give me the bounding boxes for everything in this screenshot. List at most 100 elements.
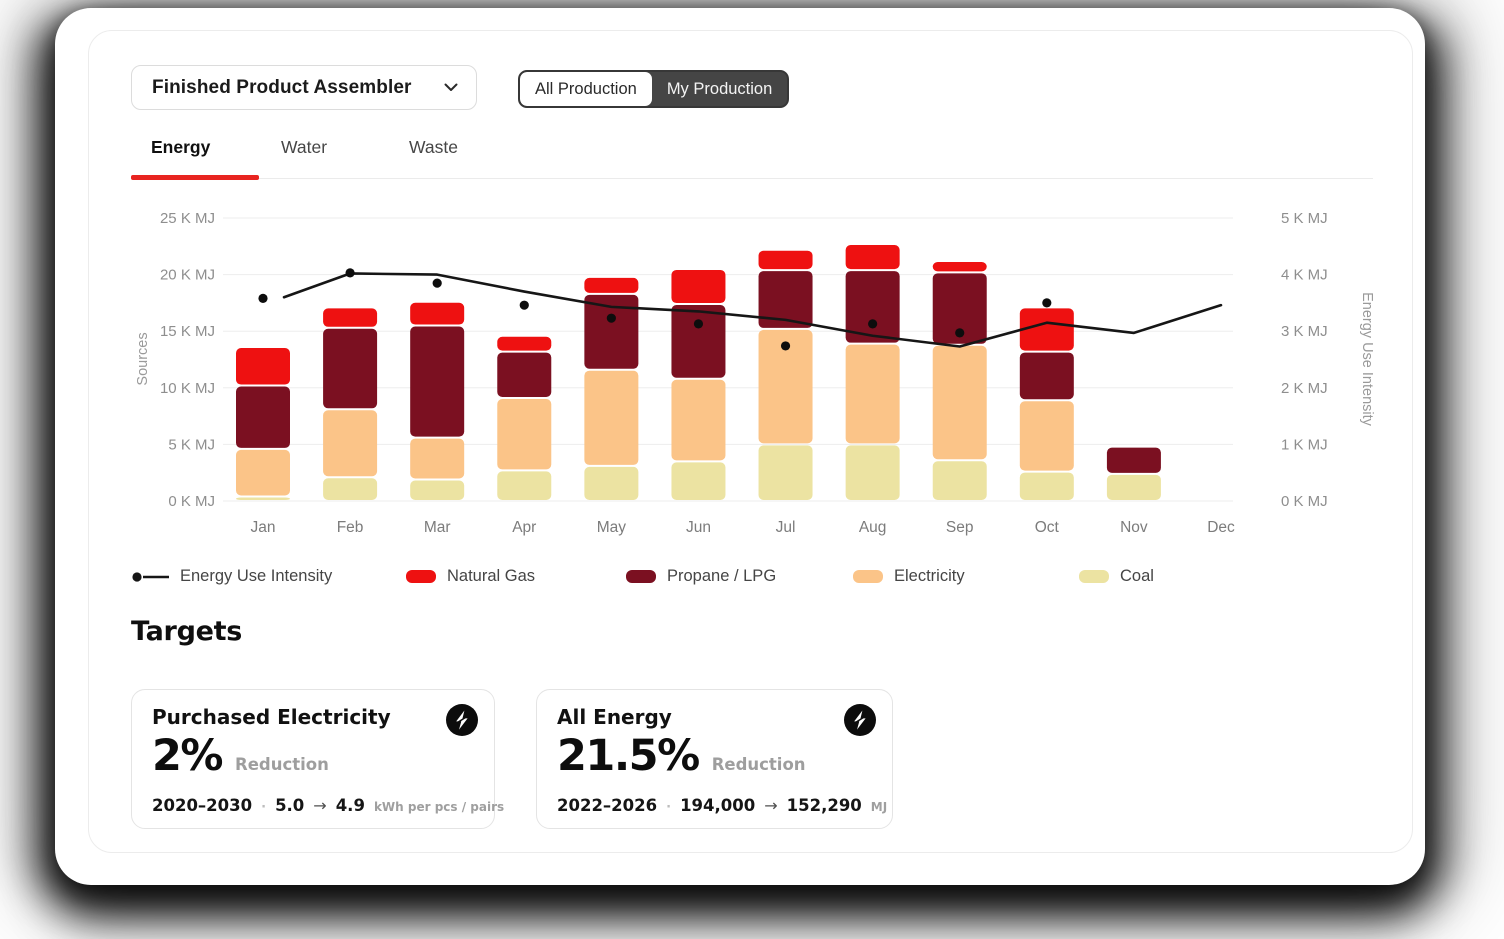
bar-segment-coal[interactable] bbox=[584, 466, 639, 500]
dot-separator: · bbox=[666, 800, 672, 815]
x-tick-label: Sep bbox=[946, 519, 974, 536]
bar-segment-electricity[interactable] bbox=[323, 410, 378, 477]
legend-item-natural-gas[interactable]: Natural Gas bbox=[406, 567, 535, 586]
lightning-icon bbox=[446, 704, 478, 736]
y-tick-label-right: 1 K MJ bbox=[1281, 436, 1328, 453]
energy-use-intensity-dot[interactable] bbox=[693, 319, 704, 329]
energy-use-intensity-dot[interactable] bbox=[432, 278, 442, 288]
legend-label: Energy Use Intensity bbox=[180, 567, 333, 585]
y-tick-label-right: 0 K MJ bbox=[1281, 493, 1328, 510]
y-tick-label-left: 15 K MJ bbox=[160, 323, 215, 340]
energy-use-intensity-dot[interactable] bbox=[868, 319, 878, 329]
color-swatch bbox=[626, 570, 656, 583]
x-tick-label: Jan bbox=[251, 519, 276, 536]
bar-segment-coal[interactable] bbox=[236, 497, 290, 500]
energy-use-intensity-line bbox=[282, 272, 1223, 348]
bar-segment-electricity[interactable] bbox=[845, 344, 900, 444]
bar-segment-electricity[interactable] bbox=[671, 379, 726, 461]
arrow-icon: → bbox=[313, 796, 327, 815]
bar-segment-natural-gas[interactable] bbox=[236, 348, 290, 385]
legend-item-propane-lpg[interactable]: Propane / LPG bbox=[626, 567, 776, 586]
target-card-purchased-electricity: Purchased Electricity 2% Reduction 2020–… bbox=[131, 689, 504, 829]
bar-segment-coal[interactable] bbox=[497, 471, 552, 500]
bar-segment-natural-gas[interactable] bbox=[845, 245, 900, 270]
arrow-icon: → bbox=[764, 796, 778, 815]
toggle-option-my-production[interactable]: My Production bbox=[666, 79, 773, 98]
energy-use-intensity-dot[interactable] bbox=[345, 268, 355, 278]
bar-segment-propane-lpg[interactable] bbox=[584, 294, 639, 369]
x-tick-label: Nov bbox=[1120, 519, 1148, 536]
x-tick-label: Jul bbox=[776, 519, 796, 536]
chart-legend: Energy Use Intensity Natural Gas Propane /… bbox=[131, 567, 1371, 587]
bar-segment-electricity[interactable] bbox=[410, 438, 465, 479]
bar-segment-coal[interactable] bbox=[323, 478, 378, 500]
legend-item-energy-use-intensity[interactable]: Energy Use Intensity bbox=[131, 567, 332, 586]
legend-item-electricity[interactable]: Electricity bbox=[853, 567, 965, 586]
legend-label: Propane / LPG bbox=[667, 567, 777, 585]
energy-use-intensity-dot[interactable] bbox=[955, 328, 965, 338]
x-tick-label: Aug bbox=[859, 519, 887, 536]
bar-segment-coal[interactable] bbox=[932, 461, 987, 500]
bar-segment-coal[interactable] bbox=[758, 445, 813, 500]
bar-segment-propane-lpg[interactable] bbox=[845, 271, 900, 343]
bar-segment-propane-lpg[interactable] bbox=[236, 386, 290, 448]
bar-segment-coal[interactable] bbox=[410, 480, 465, 500]
bar-segment-propane-lpg[interactable] bbox=[497, 352, 552, 397]
legend-item-coal[interactable]: Coal bbox=[1079, 567, 1154, 586]
bar-segment-natural-gas[interactable] bbox=[671, 269, 726, 304]
bar-segment-propane-lpg[interactable] bbox=[1106, 447, 1161, 473]
bar-segment-propane-lpg[interactable] bbox=[1019, 352, 1074, 400]
bar-segment-natural-gas[interactable] bbox=[410, 302, 465, 325]
y-tick-label-left: 0 K MJ bbox=[168, 493, 215, 510]
y-tick-label-right: 5 K MJ bbox=[1281, 210, 1328, 227]
bar-segment-natural-gas[interactable] bbox=[1019, 308, 1074, 351]
bar-segment-coal[interactable] bbox=[1106, 474, 1161, 500]
legend-label: Natural Gas bbox=[447, 567, 536, 585]
target-percent: 21.5% bbox=[557, 731, 700, 781]
bar-segment-electricity[interactable] bbox=[236, 449, 290, 496]
target-card-all-energy: All Energy 21.5% Reduction 2022–2026 · 1… bbox=[536, 689, 893, 829]
color-swatch bbox=[1079, 570, 1109, 583]
bar-segment-electricity[interactable] bbox=[584, 370, 639, 465]
axis-title-sources: Sources bbox=[135, 332, 151, 385]
energy-use-intensity-dot[interactable] bbox=[258, 293, 268, 303]
bar-segment-coal[interactable] bbox=[1019, 472, 1074, 500]
targets-heading: Targets bbox=[131, 616, 242, 647]
dot-separator: · bbox=[261, 800, 267, 815]
assembler-dropdown[interactable]: Finished Product Assembler bbox=[131, 65, 477, 110]
energy-use-intensity-dot[interactable] bbox=[780, 341, 791, 351]
bar-segment-propane-lpg[interactable] bbox=[758, 271, 813, 328]
toggle-option-all-production[interactable]: All Production bbox=[520, 72, 652, 106]
color-swatch bbox=[406, 570, 436, 583]
y-tick-label-left: 5 K MJ bbox=[168, 436, 215, 453]
energy-use-intensity-dot[interactable] bbox=[606, 313, 616, 323]
bar-segment-propane-lpg[interactable] bbox=[671, 305, 726, 378]
target-card-title: Purchased Electricity bbox=[152, 705, 391, 729]
bar-segment-natural-gas[interactable] bbox=[584, 277, 639, 293]
assembler-dropdown-label: Finished Product Assembler bbox=[152, 76, 412, 98]
tab-energy[interactable]: Energy bbox=[151, 137, 211, 157]
bar-segment-coal[interactable] bbox=[845, 445, 900, 500]
x-tick-label: Oct bbox=[1035, 519, 1060, 536]
bar-segment-natural-gas[interactable] bbox=[497, 336, 552, 351]
bar-segment-electricity[interactable] bbox=[932, 345, 987, 460]
bar-segment-propane-lpg[interactable] bbox=[932, 273, 987, 344]
tab-water[interactable]: Water bbox=[281, 137, 328, 157]
bar-segment-natural-gas[interactable] bbox=[758, 250, 813, 270]
bar-segment-natural-gas[interactable] bbox=[932, 262, 987, 272]
legend-label: Electricity bbox=[894, 567, 965, 585]
bar-segment-electricity[interactable] bbox=[497, 398, 552, 470]
energy-use-intensity-dot[interactable] bbox=[1042, 298, 1052, 308]
x-tick-label: Dec bbox=[1207, 519, 1235, 536]
bar-segment-natural-gas[interactable] bbox=[323, 308, 378, 327]
axis-title-energy-use-intensity: Energy Use Intensity bbox=[1359, 292, 1375, 427]
energy-use-intensity-dot[interactable] bbox=[519, 300, 529, 310]
bar-segment-electricity[interactable] bbox=[758, 329, 813, 444]
bar-segment-coal[interactable] bbox=[671, 462, 726, 500]
bar-segment-propane-lpg[interactable] bbox=[410, 326, 465, 437]
tab-waste[interactable]: Waste bbox=[409, 137, 458, 157]
bar-segment-electricity[interactable] bbox=[1019, 401, 1074, 471]
target-from-value: 194,000 bbox=[680, 796, 756, 815]
bar-segment-propane-lpg[interactable] bbox=[323, 328, 378, 409]
target-card-title: All Energy bbox=[557, 705, 672, 729]
